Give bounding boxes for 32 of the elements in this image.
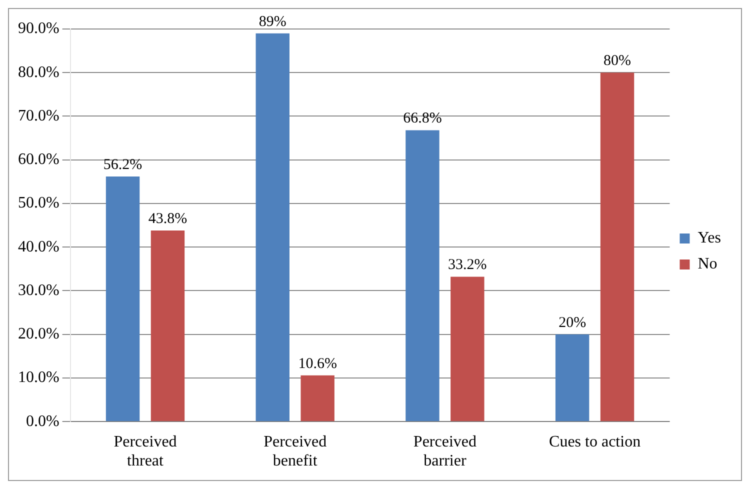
x-tick-label: Cues to action: [549, 433, 641, 450]
data-label: 10.6%: [298, 356, 337, 372]
y-tick-label: 70.0%: [18, 107, 60, 124]
bar: [300, 375, 334, 422]
bar: [256, 33, 290, 422]
x-tick-label: Perceived barrier: [413, 433, 476, 470]
bar: [555, 334, 590, 422]
y-tick-label: 60.0%: [18, 151, 60, 168]
data-label: 43.8%: [148, 210, 188, 227]
data-label: 56.2%: [103, 156, 142, 173]
x-tick-label: Perceived benefit: [264, 433, 327, 470]
y-tick-label: 30.0%: [18, 282, 60, 299]
y-tick-label: 40.0%: [18, 238, 60, 256]
data-label: 89%: [258, 14, 286, 30]
y-tick-label: 90.0%: [18, 20, 60, 38]
legend-label: Yes: [698, 230, 721, 247]
data-label: 20%: [558, 314, 586, 331]
y-tick-label: 10.0%: [18, 369, 60, 386]
data-label: 80%: [604, 53, 632, 70]
y-tick-label: 80.0%: [18, 64, 60, 81]
bar: [406, 130, 440, 422]
legend-label: No: [698, 256, 718, 273]
y-tick-label: 0.0%: [26, 412, 60, 430]
bar: [150, 230, 185, 422]
bar: [600, 72, 634, 422]
data-label: 33.2%: [448, 257, 487, 274]
x-tick-label: Perceived threat: [114, 433, 177, 470]
data-label: 66.8%: [403, 110, 442, 127]
bar: [450, 276, 484, 422]
y-tick-label: 20.0%: [18, 326, 60, 343]
y-tick-label: 50.0%: [18, 194, 60, 212]
bar: [106, 176, 140, 422]
